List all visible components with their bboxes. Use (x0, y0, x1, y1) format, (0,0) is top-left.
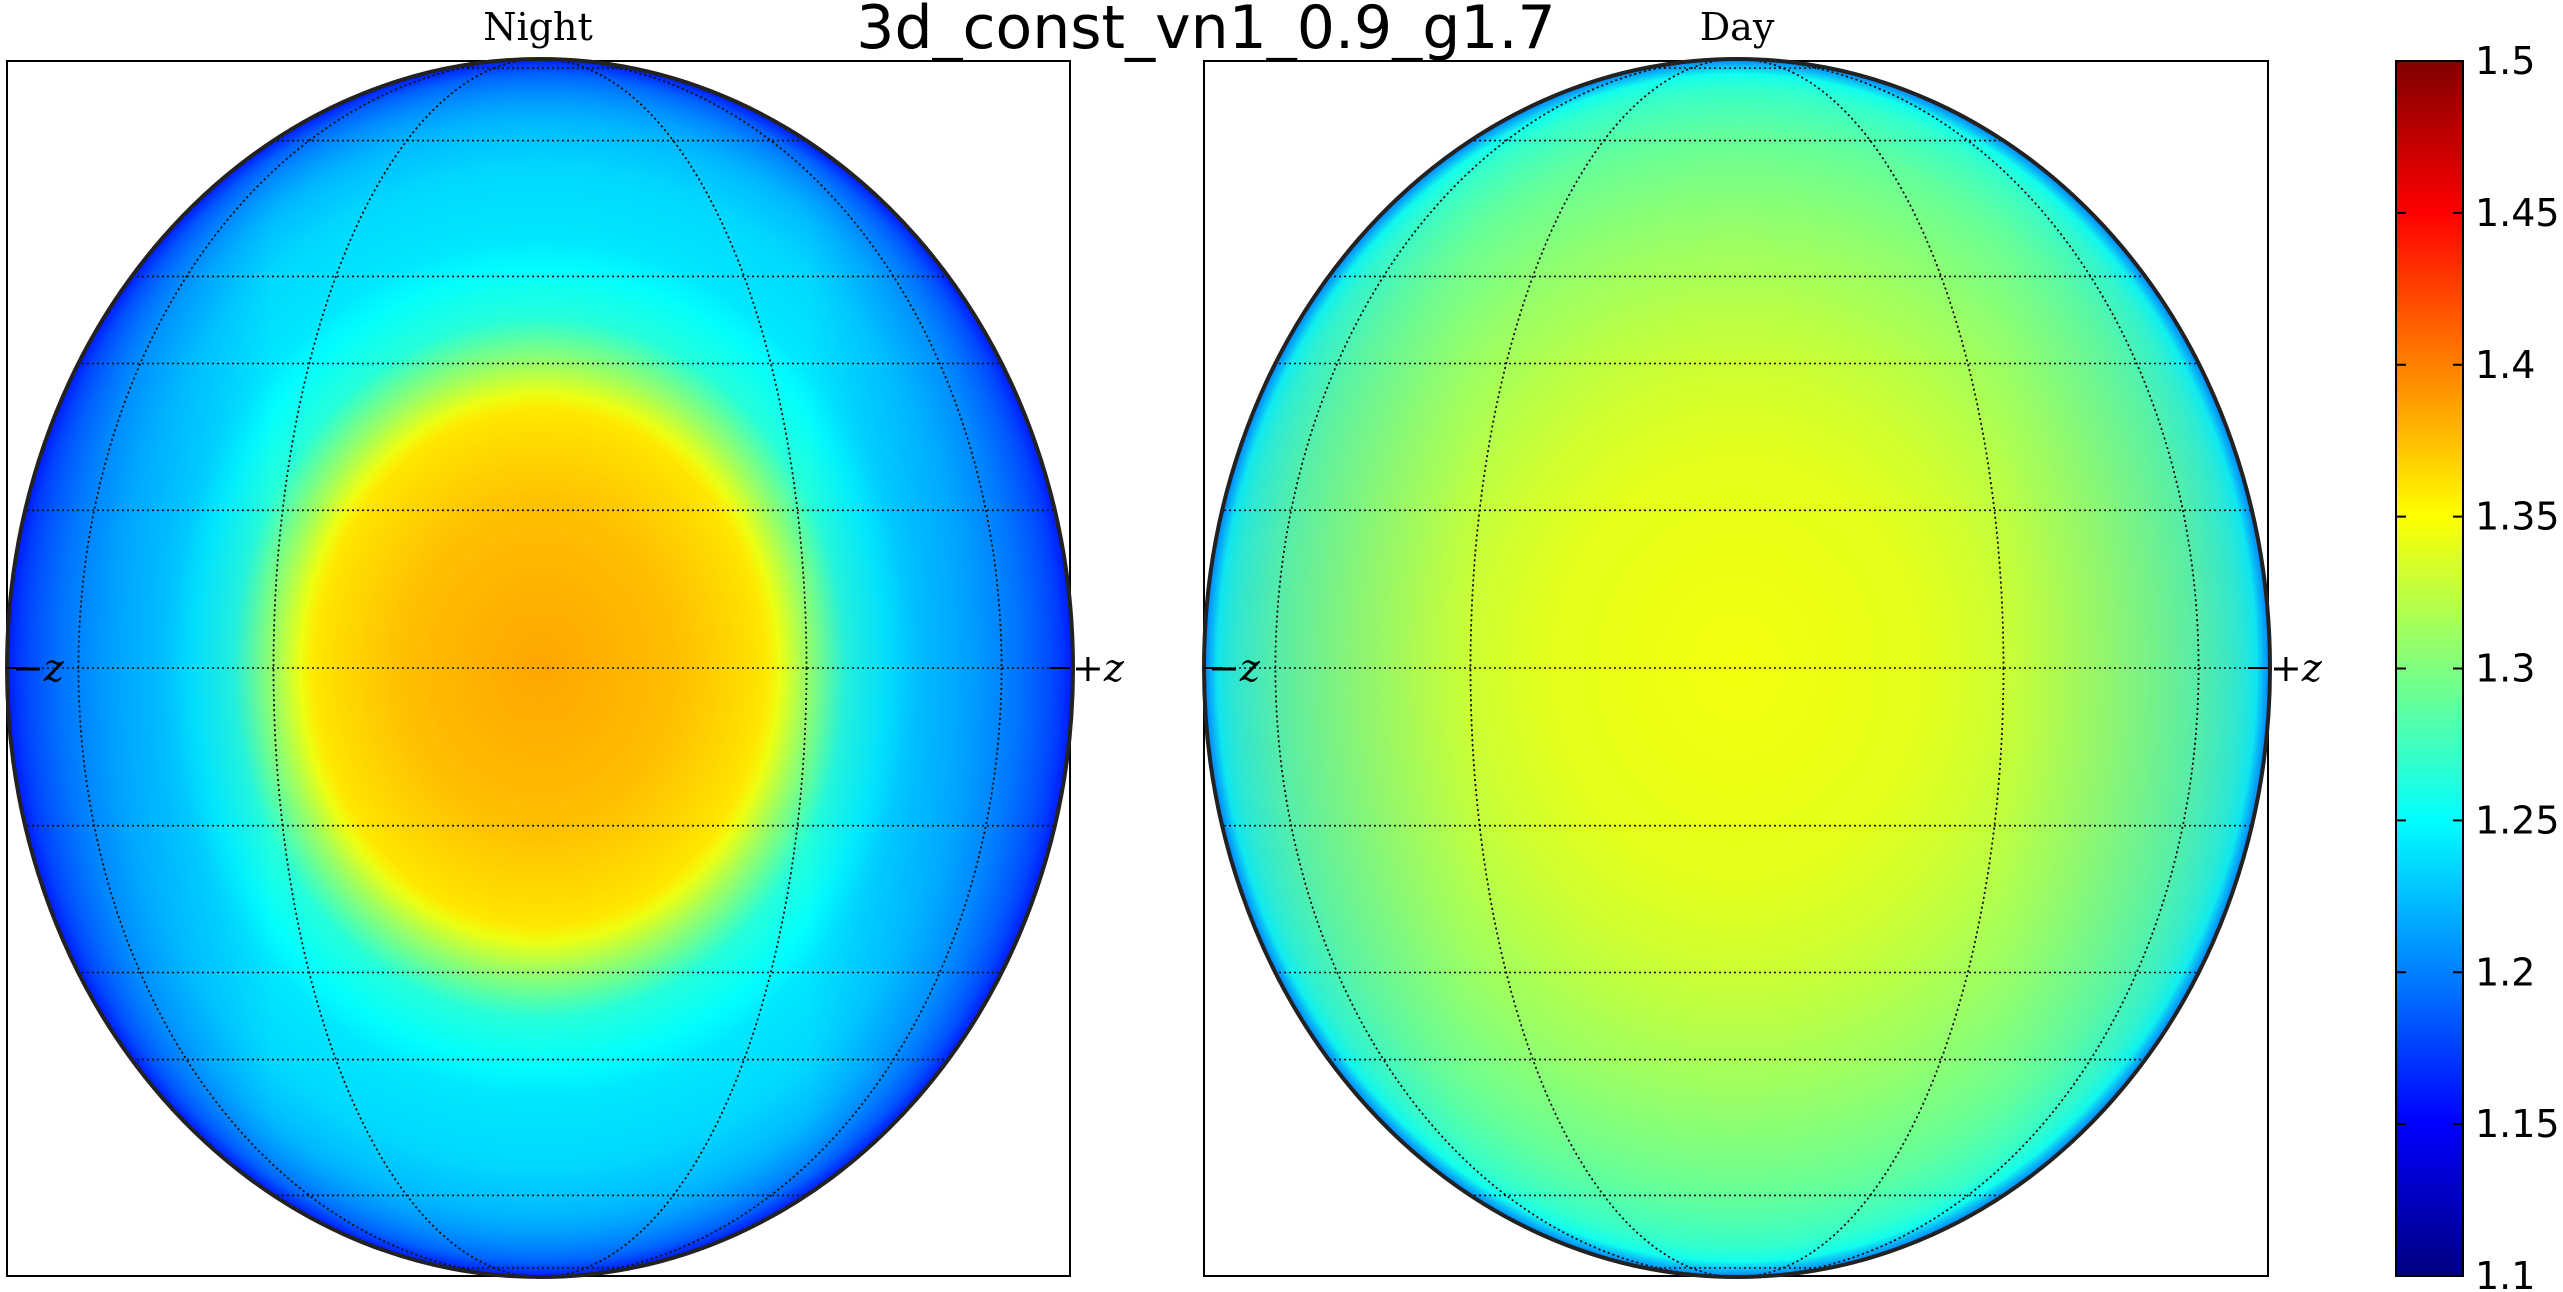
panel-night-left-label: −z (12, 646, 65, 690)
meridian-line (1274, 59, 2200, 1277)
colorbar: 1.1 1.15 1.2 1.25 1.3 1.35 1.4 1.45 1.5 (2395, 39, 2560, 1292)
meridian-line (77, 59, 1003, 1277)
chart-title: 3d_const_vn1_0.9_g1.7 (856, 0, 1555, 63)
colorbar-tick-label: 1.2 (2475, 950, 2535, 994)
panel-day-title: Day (1700, 5, 1775, 49)
meridian-line (272, 59, 808, 1277)
panel-night-right-label: +z (1072, 646, 1125, 690)
panel-day-left-label: −z (1208, 646, 1261, 690)
panel-night: Night −z +z (5, 5, 1125, 1279)
colorbar-tick-label: 1.15 (2475, 1102, 2560, 1146)
colorbar-tick-label: 1.5 (2475, 39, 2535, 83)
panel-night-title: Night (483, 5, 592, 49)
panel-night-gridlines (7, 59, 1073, 1277)
colorbar-gradient (2396, 61, 2463, 1276)
colorbar-tick-label: 1.35 (2475, 495, 2560, 539)
colorbar-ticks: 1.1 1.15 1.2 1.25 1.3 1.35 1.4 1.45 1.5 (2396, 39, 2560, 1292)
colorbar-tick-label: 1.25 (2475, 798, 2560, 842)
panel-day-gridlines (1204, 59, 2270, 1277)
colorbar-tick-label: 1.1 (2475, 1254, 2535, 1292)
colorbar-tick-label: 1.45 (2475, 191, 2560, 235)
panel-day: Day −z +z (1202, 5, 2323, 1279)
panel-day-right-label: +z (2270, 646, 2323, 690)
meridian-line (1469, 59, 2005, 1277)
colorbar-tick-label: 1.3 (2475, 647, 2535, 691)
colorbar-tick-label: 1.4 (2475, 343, 2535, 387)
